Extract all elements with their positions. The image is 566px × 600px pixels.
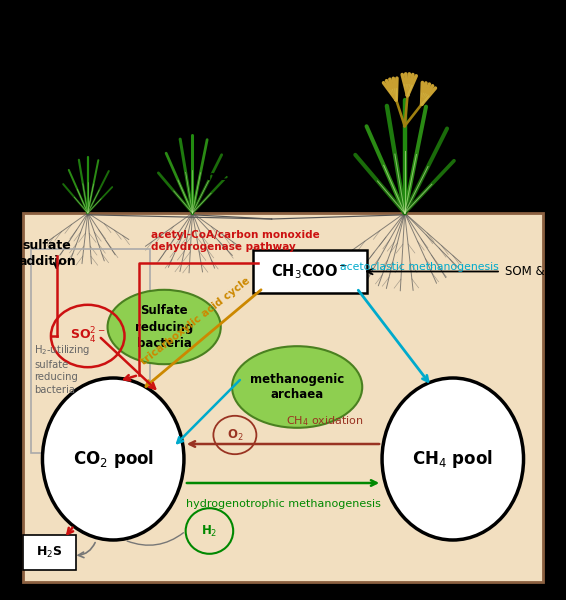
Text: methanogenic
archaea: methanogenic archaea xyxy=(250,373,344,401)
Text: CH$_4$ pool: CH$_4$ pool xyxy=(412,448,494,470)
FancyBboxPatch shape xyxy=(253,250,367,293)
Ellipse shape xyxy=(108,290,221,364)
Text: tricarboxylic acid cycle: tricarboxylic acid cycle xyxy=(139,275,252,367)
Text: Sulfate
reducing
bacteria: Sulfate reducing bacteria xyxy=(135,304,193,350)
Text: CH$_4$ oxidation: CH$_4$ oxidation xyxy=(286,414,363,428)
Text: acetoclastic methanogenesis: acetoclastic methanogenesis xyxy=(340,262,498,272)
Text: CH$_3$COO$^-$: CH$_3$COO$^-$ xyxy=(271,262,349,281)
Text: CO$_2$ pool: CO$_2$ pool xyxy=(72,448,154,470)
Text: sulfate
addition: sulfate addition xyxy=(18,239,76,268)
Text: SOM & straw: SOM & straw xyxy=(505,265,566,278)
FancyBboxPatch shape xyxy=(23,213,543,582)
Text: H$_2$S: H$_2$S xyxy=(36,545,63,560)
Text: SO$_4^{2-}$: SO$_4^{2-}$ xyxy=(70,326,105,346)
Ellipse shape xyxy=(42,378,184,540)
Text: H$_2$: H$_2$ xyxy=(201,523,217,539)
Ellipse shape xyxy=(382,378,524,540)
FancyBboxPatch shape xyxy=(23,535,76,570)
Text: acetyl-CoA/carbon monoxide
dehydrogenase pathway: acetyl-CoA/carbon monoxide dehydrogenase… xyxy=(151,230,320,252)
Text: hydrogenotrophic methanogenesis: hydrogenotrophic methanogenesis xyxy=(186,499,380,509)
Text: H$_2$-utilizing
sulfate
reducing
bacteria: H$_2$-utilizing sulfate reducing bacteri… xyxy=(34,343,91,395)
Text: O$_2$: O$_2$ xyxy=(226,427,243,443)
Text: rhizodeposits: rhizodeposits xyxy=(201,170,303,183)
Ellipse shape xyxy=(232,346,362,428)
